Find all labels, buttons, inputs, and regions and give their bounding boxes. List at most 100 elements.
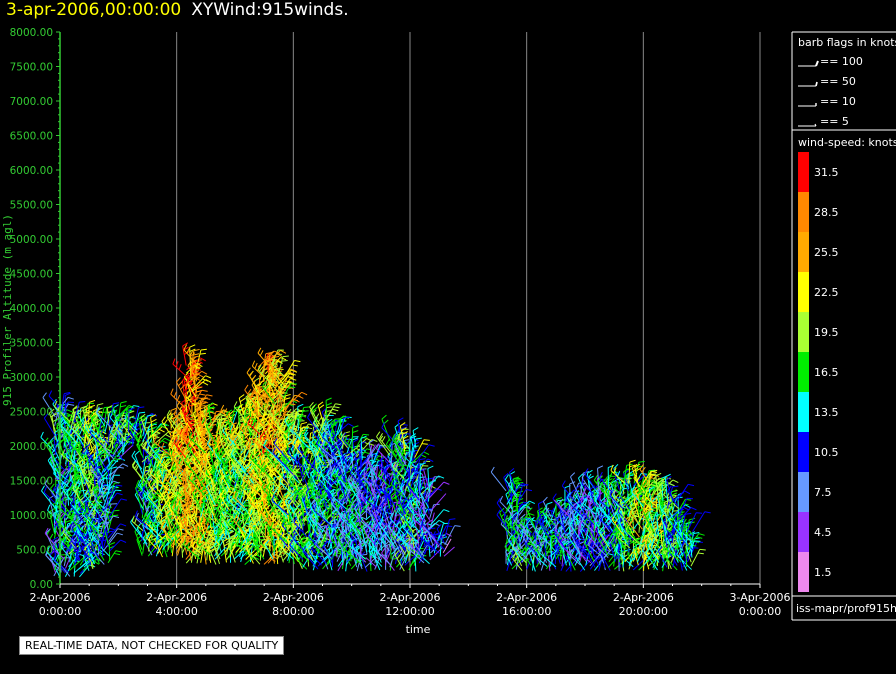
wind-barb-staff [83, 495, 91, 513]
wind-barb-flag [175, 456, 180, 463]
wind-barb-staff [81, 514, 99, 531]
wind-barb-flag [176, 377, 181, 383]
wind-barb-staff [167, 514, 177, 530]
wind-barb-staff [134, 531, 143, 550]
wind-barb-staff [91, 542, 99, 559]
wind-barb-staff [54, 406, 72, 423]
wind-barb-flag [174, 439, 179, 446]
wind-barb-flag [102, 487, 109, 490]
wind-barb-staff [76, 413, 90, 434]
wind-barb-flag [186, 413, 191, 419]
wind-barb-staff [132, 423, 138, 443]
wind-barb-staff [76, 524, 86, 540]
wind-barb-flag [148, 479, 152, 486]
wind-barb-staff [152, 507, 154, 524]
wind-barb-staff [78, 529, 86, 548]
wind-barb-staff [45, 554, 56, 567]
wind-barb-staff [143, 517, 158, 531]
wind-barb-staff [53, 436, 57, 455]
wind-barb-staff [93, 539, 110, 557]
wind-barb-staff [171, 467, 182, 482]
wind-barb-flag [202, 378, 209, 382]
wind-barb-staff [185, 484, 193, 499]
wind-barb-flag [140, 439, 145, 446]
wind-barb-staff [182, 507, 196, 525]
wind-barb-flag [86, 504, 93, 508]
wind-barb-flag [140, 476, 145, 482]
wind-barb-staff [83, 507, 90, 522]
wind-barb-staff [98, 522, 104, 539]
wind-barb-flag [79, 454, 86, 458]
wind-barb-staff [152, 502, 157, 524]
wind-barb-flag [137, 479, 142, 486]
wind-barb-flag [143, 512, 147, 519]
wind-barb-flag [76, 414, 81, 421]
wind-barb-staff [173, 413, 187, 430]
wind-barb-flag [126, 405, 133, 410]
wind-barb-flag [81, 508, 86, 515]
wind-barb-staff [148, 484, 163, 500]
wind-barb-staff [41, 490, 56, 509]
wind-barb-flag [83, 409, 90, 414]
wind-barb-staff [147, 456, 158, 478]
wind-barb-staff [82, 408, 89, 430]
wind-barb-flag [91, 520, 95, 527]
wind-barb-flag [178, 380, 183, 387]
wind-barb-flag [289, 386, 296, 389]
wind-barb-staff [62, 437, 70, 456]
wind-barb-flag [93, 483, 99, 489]
wind-barb-flag [114, 458, 121, 461]
wind-barb-staff [175, 429, 187, 443]
wind-barb-staff [121, 424, 133, 439]
wind-barb-flag [72, 405, 78, 410]
wind-barb-flag [120, 498, 127, 501]
wind-barb-flag [179, 429, 183, 436]
wind-barb-staff [173, 471, 187, 491]
wind-barb-staff [191, 375, 206, 391]
wind-barb-staff [171, 500, 176, 519]
wind-barb-flag [148, 534, 152, 541]
wind-barb-flag [161, 442, 165, 449]
wind-barb-staff [167, 468, 186, 485]
wind-barb-flag [161, 416, 166, 422]
wind-barb-staff [179, 411, 188, 426]
wind-barb-staff [147, 536, 159, 549]
wind-barb-staff [108, 463, 123, 477]
wind-barb-staff [108, 455, 117, 470]
wind-barb-staff [44, 533, 56, 546]
wind-barb-staff [135, 487, 142, 509]
wind-barb-staff [89, 415, 100, 434]
wind-barb-staff [106, 407, 111, 431]
wind-barb-staff [47, 460, 57, 475]
wind-barb-flag [145, 532, 150, 538]
wind-barb-staff [89, 432, 104, 446]
wind-barb-staff [145, 525, 163, 543]
wind-barb-staff [180, 509, 196, 530]
wind-barb-flag [43, 413, 49, 419]
wind-barb-staff [155, 508, 163, 527]
wind-barb-staff [151, 430, 170, 447]
wind-barb-staff [117, 402, 122, 422]
wind-barb-staff [68, 515, 84, 532]
wind-barb-flag [93, 547, 98, 553]
wind-barb-flag [163, 419, 168, 425]
wind-barb-staff [185, 398, 188, 413]
wind-barb-staff [145, 516, 158, 527]
wind-barb-flag [170, 416, 177, 420]
wind-barb-flag [64, 556, 71, 559]
wind-barb-flag [158, 486, 164, 492]
wind-barb-staff [131, 464, 143, 481]
wind-barb-staff [91, 527, 100, 541]
wind-barb-flag [117, 528, 124, 531]
wind-barb-staff [141, 466, 147, 486]
wind-barb-staff [40, 437, 55, 452]
wind-barb-staff [178, 518, 183, 535]
wind-barb-flag [54, 400, 58, 407]
wind-barb-staff [131, 415, 143, 427]
wind-barb-staff [79, 426, 95, 447]
wind-barb-flag [116, 484, 123, 487]
wind-barb-staff [49, 460, 60, 473]
wind-barb-staff [158, 490, 173, 512]
wind-barb-staff [60, 393, 65, 416]
